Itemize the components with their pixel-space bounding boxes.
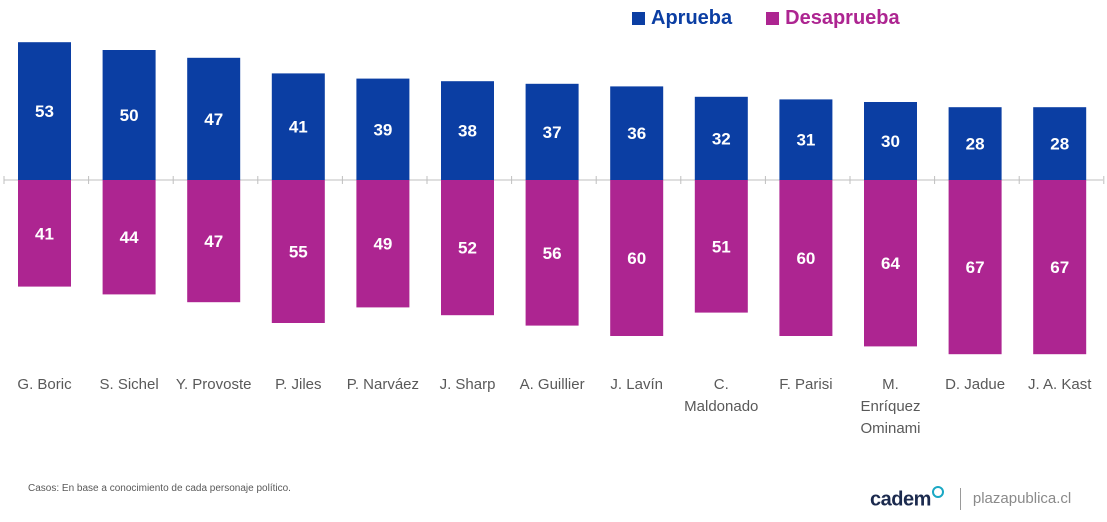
bar-aprueba xyxy=(187,57,241,180)
approval-chart: 53 41 50 44 47 47 41 55 39 49 38 52 37 56 36 60 32 51 31 60… xyxy=(3,42,1105,355)
bar-desaprueba xyxy=(694,180,748,313)
data-label-desaprueba: 52 xyxy=(458,239,477,258)
category-label: C. Maldonado xyxy=(684,376,759,415)
category-label: P. Jiles xyxy=(275,376,322,393)
data-label-aprueba: 53 xyxy=(35,102,54,121)
category-label: J. Lavín xyxy=(610,376,663,393)
data-label-aprueba: 30 xyxy=(881,132,900,151)
data-label-desaprueba: 51 xyxy=(712,237,731,256)
data-label-desaprueba: 55 xyxy=(289,243,308,262)
category-label: D. Jadue xyxy=(945,376,1006,393)
bar-aprueba xyxy=(1033,107,1087,180)
site-url: plazapublica.cl xyxy=(972,490,1072,508)
data-label-desaprueba: 41 xyxy=(35,224,54,243)
data-label-aprueba: 31 xyxy=(796,131,815,150)
bar-desaprueba xyxy=(356,180,410,308)
category-label: Y. Provoste xyxy=(175,376,252,393)
data-label-desaprueba: 56 xyxy=(543,244,562,263)
data-label-desaprueba: 67 xyxy=(966,258,985,277)
data-label-aprueba: 50 xyxy=(120,106,139,125)
cadem-logo: cadem xyxy=(870,486,944,512)
data-label-aprueba: 39 xyxy=(373,120,392,139)
legend-swatch-aprueba xyxy=(632,12,645,25)
bar-desaprueba xyxy=(271,180,325,323)
bar-aprueba xyxy=(525,83,579,180)
bar-aprueba xyxy=(441,81,494,180)
data-label-desaprueba: 60 xyxy=(627,249,646,268)
bar-desaprueba xyxy=(864,180,917,347)
category-label: J. Sharp xyxy=(439,376,496,393)
data-label-desaprueba: 60 xyxy=(796,249,815,268)
category-label: P. Narváez xyxy=(346,376,420,393)
category-label: J. A. Kast xyxy=(1028,376,1092,393)
legend-item-aprueba: Aprueba xyxy=(632,7,732,30)
footer: cadem plazapublica.cl xyxy=(870,486,1071,512)
bar-desaprueba xyxy=(187,180,241,303)
data-label-desaprueba: 67 xyxy=(1050,258,1069,277)
footer-divider xyxy=(959,487,961,510)
bar-desaprueba xyxy=(948,180,1002,355)
footnote: Casos: En base a conocimiento de cada pe… xyxy=(28,483,291,494)
data-label-desaprueba: 64 xyxy=(881,254,900,273)
bar-desaprueba xyxy=(610,180,664,336)
legend-label-desaprueba: Desaprueba xyxy=(785,7,900,29)
data-label-aprueba: 47 xyxy=(204,110,223,129)
bar-aprueba xyxy=(18,42,71,181)
logo-ring-icon xyxy=(931,486,944,498)
bar-desaprueba xyxy=(525,180,579,326)
data-label-desaprueba: 47 xyxy=(204,232,223,251)
bar-aprueba xyxy=(864,102,917,180)
bar-desaprueba xyxy=(1033,180,1087,355)
category-label: S. Sichel xyxy=(99,376,159,393)
chart-legend: Aprueba Desaprueba xyxy=(632,7,934,30)
category-label: M. Enríquez Ominami xyxy=(860,376,921,437)
category-label: G. Boric xyxy=(17,376,72,393)
bar-aprueba xyxy=(948,107,1002,180)
bar-desaprueba xyxy=(779,180,833,336)
bar-desaprueba xyxy=(18,180,71,287)
data-label-aprueba: 28 xyxy=(966,135,985,154)
data-label-aprueba: 32 xyxy=(712,129,731,148)
bar-aprueba xyxy=(694,96,748,180)
bar-aprueba xyxy=(271,73,325,180)
data-label-aprueba: 36 xyxy=(627,124,646,143)
data-label-aprueba: 41 xyxy=(289,118,308,137)
bar-aprueba xyxy=(356,78,410,180)
category-label: F. Parisi xyxy=(779,376,833,393)
data-label-aprueba: 28 xyxy=(1050,135,1069,154)
bar-aprueba xyxy=(779,99,833,180)
legend-label-aprueba: Aprueba xyxy=(651,7,733,29)
bar-desaprueba xyxy=(102,180,156,295)
bar-aprueba xyxy=(102,50,156,180)
legend-item-desaprueba: Desaprueba xyxy=(766,7,900,30)
data-label-desaprueba: 44 xyxy=(120,228,139,247)
category-label: A. Guillier xyxy=(519,376,585,393)
data-label-desaprueba: 49 xyxy=(373,235,392,254)
data-label-aprueba: 37 xyxy=(543,123,562,142)
legend-swatch-desaprueba xyxy=(766,12,780,25)
data-label-aprueba: 38 xyxy=(458,122,477,141)
bar-aprueba xyxy=(610,86,664,180)
bar-desaprueba xyxy=(441,180,494,316)
